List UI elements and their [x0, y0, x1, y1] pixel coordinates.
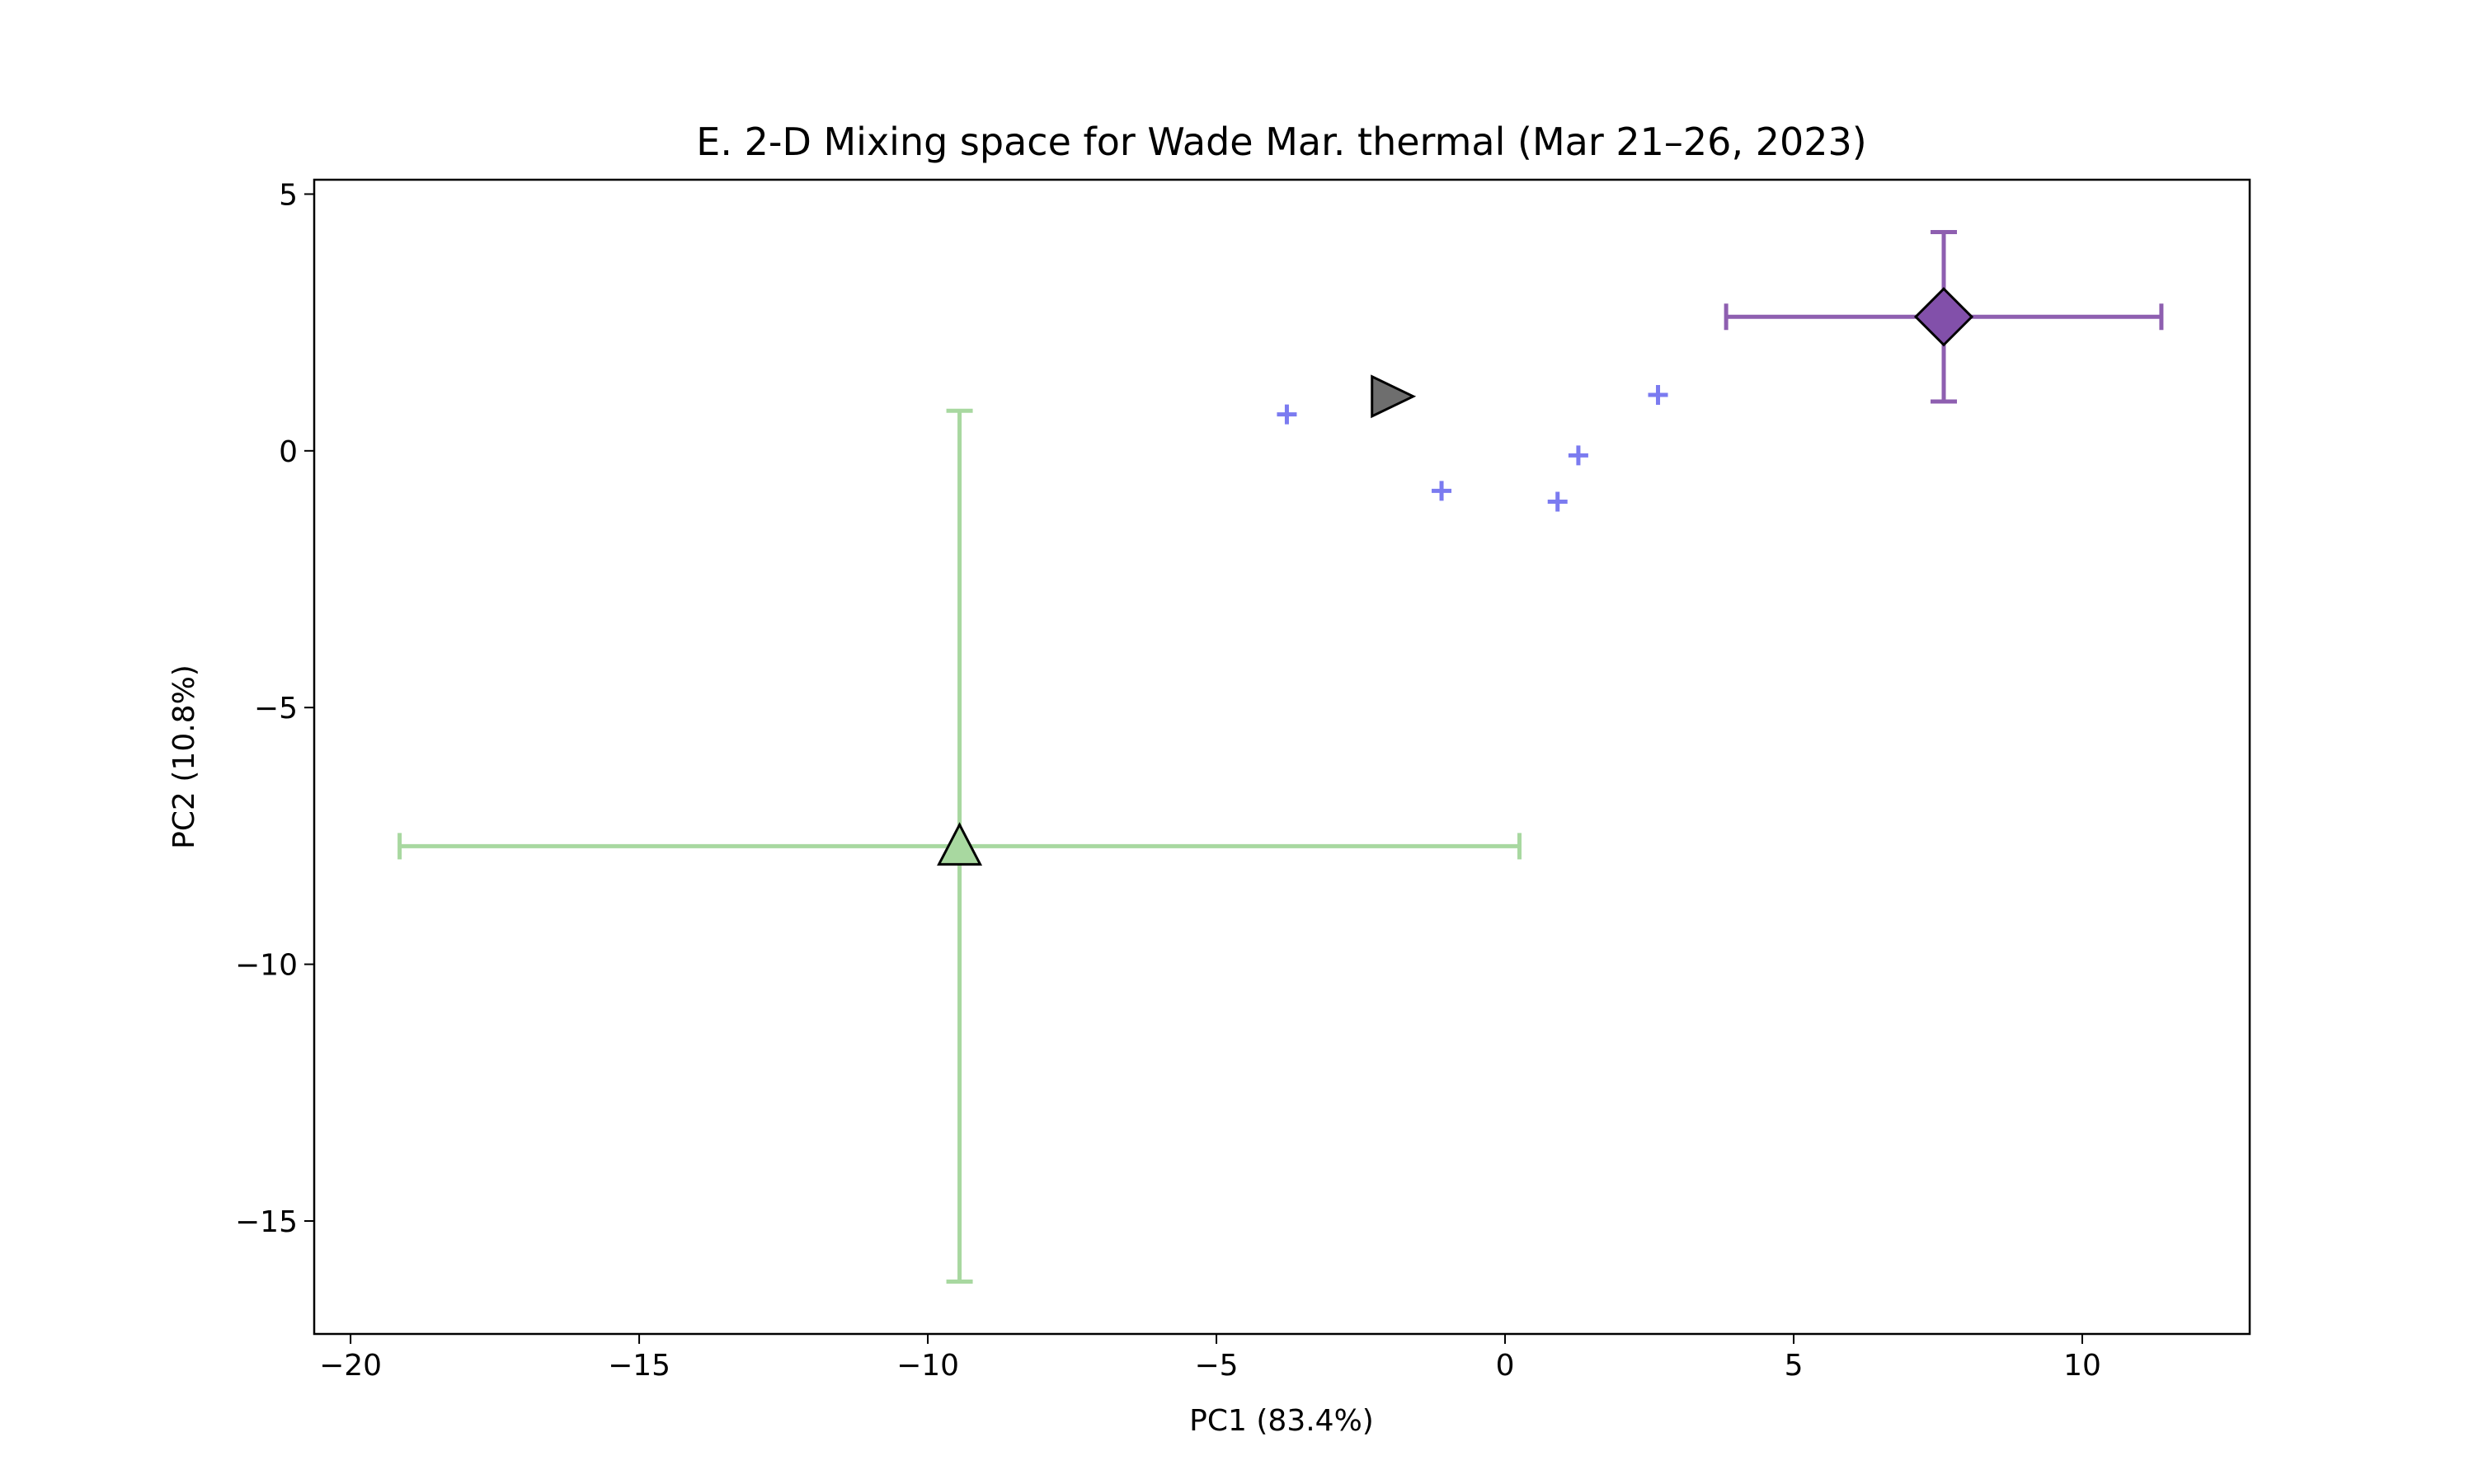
diamond-marker	[1913, 287, 1974, 347]
plus-marker	[1277, 404, 1297, 425]
y-tick-label: −10	[235, 949, 298, 983]
y-axis-label: PC2 (10.8%)	[167, 665, 201, 849]
x-tick-label: 10	[2063, 1349, 2101, 1383]
plus-marker	[1547, 491, 1568, 512]
x-tick-label: −10	[896, 1349, 959, 1383]
x-tick-label: 5	[1785, 1349, 1804, 1383]
y-tick-label: 5	[279, 178, 298, 212]
x-axis-label: PC1 (83.4%)	[1189, 1404, 1374, 1438]
y-tick-label: −5	[254, 692, 298, 726]
x-tick-label: 0	[1496, 1349, 1515, 1383]
x-tick-label: −15	[608, 1349, 670, 1383]
plot-frame	[313, 178, 2251, 1336]
plus-marker	[1648, 384, 1668, 405]
plus-marker	[1432, 481, 1452, 501]
chart-title: E. 2-D Mixing space for Wade Mar. therma…	[696, 120, 1866, 164]
plus-marker	[1568, 445, 1588, 466]
triangle-marker	[1371, 374, 1417, 419]
triangle-marker	[937, 822, 983, 866]
y-tick-label: 0	[279, 435, 298, 469]
x-tick-label: −5	[1195, 1349, 1239, 1383]
x-tick-label: −20	[319, 1349, 382, 1383]
y-tick-label: −15	[235, 1205, 298, 1239]
